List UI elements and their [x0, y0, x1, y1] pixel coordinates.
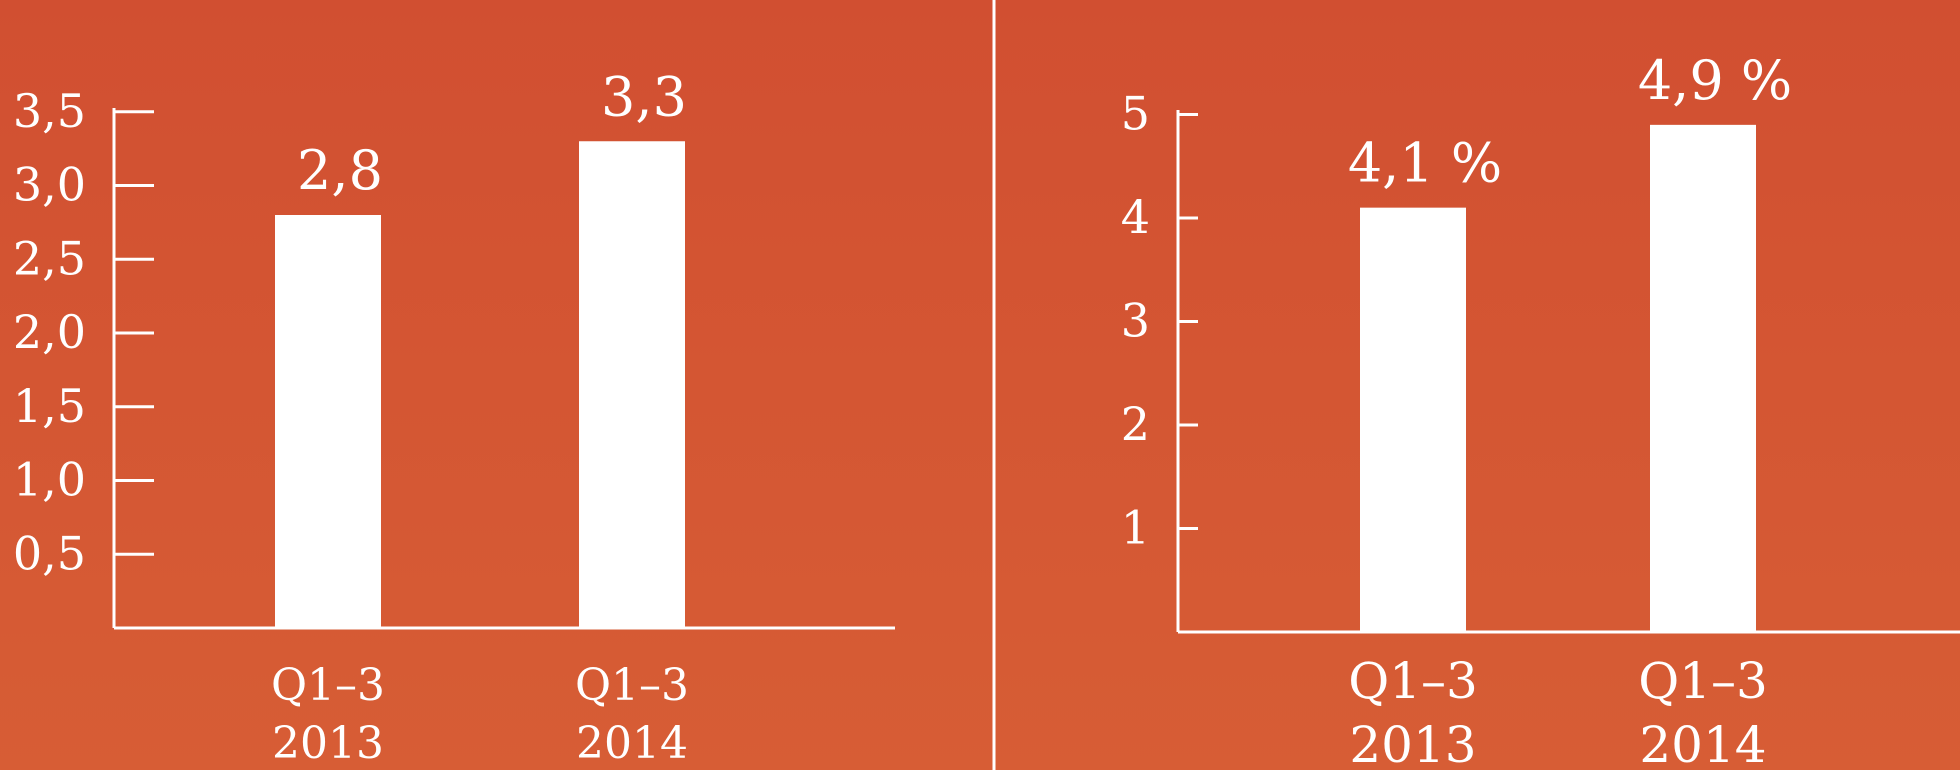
bar — [1650, 124, 1756, 632]
bar — [1360, 207, 1466, 632]
bar-value-label: 4,9 % — [1638, 49, 1792, 112]
bar-value-label: 4,1 % — [1348, 132, 1502, 195]
category-label-year: 2013 — [272, 718, 384, 769]
y-tick-label: 2,0 — [13, 305, 86, 359]
bar-value-label: 2,8 — [297, 139, 383, 202]
bar — [579, 141, 685, 628]
category-label-year: 2014 — [576, 718, 688, 769]
category-label-year: 2014 — [1639, 716, 1766, 770]
y-tick-label: 3,5 — [13, 84, 86, 138]
bar — [275, 215, 381, 628]
y-tick-label: 3,0 — [13, 158, 86, 212]
category-label-period: Q1–3 — [271, 660, 385, 711]
y-tick-label: 3 — [1121, 294, 1150, 348]
y-tick-label: 1,0 — [13, 453, 86, 507]
y-tick-label: 1,5 — [13, 379, 86, 433]
y-tick-label: 2,5 — [13, 231, 86, 285]
y-tick-label: 0,5 — [13, 526, 86, 580]
y-tick-label: 4 — [1121, 190, 1150, 244]
right-bar-chart: 1 2 3 4 5 4,1 % Q1–3 2013 4,9 % Q1–3 2014 — [1121, 49, 1960, 770]
category-label-period: Q1–3 — [1348, 652, 1478, 710]
category-label-year: 2013 — [1349, 716, 1476, 770]
y-tick-label: 2 — [1121, 397, 1150, 451]
y-tick-label: 5 — [1121, 87, 1150, 141]
y-tick-label: 1 — [1121, 501, 1150, 555]
category-label-period: Q1–3 — [1638, 652, 1768, 710]
category-label-period: Q1–3 — [575, 660, 689, 711]
bar-value-label: 3,3 — [601, 65, 687, 128]
left-bar-chart: 0,5 1,0 1,5 2,0 2,5 3,0 3,5 2,8 Q1–3 2013 3,3 Q1–3 2… — [13, 65, 895, 769]
